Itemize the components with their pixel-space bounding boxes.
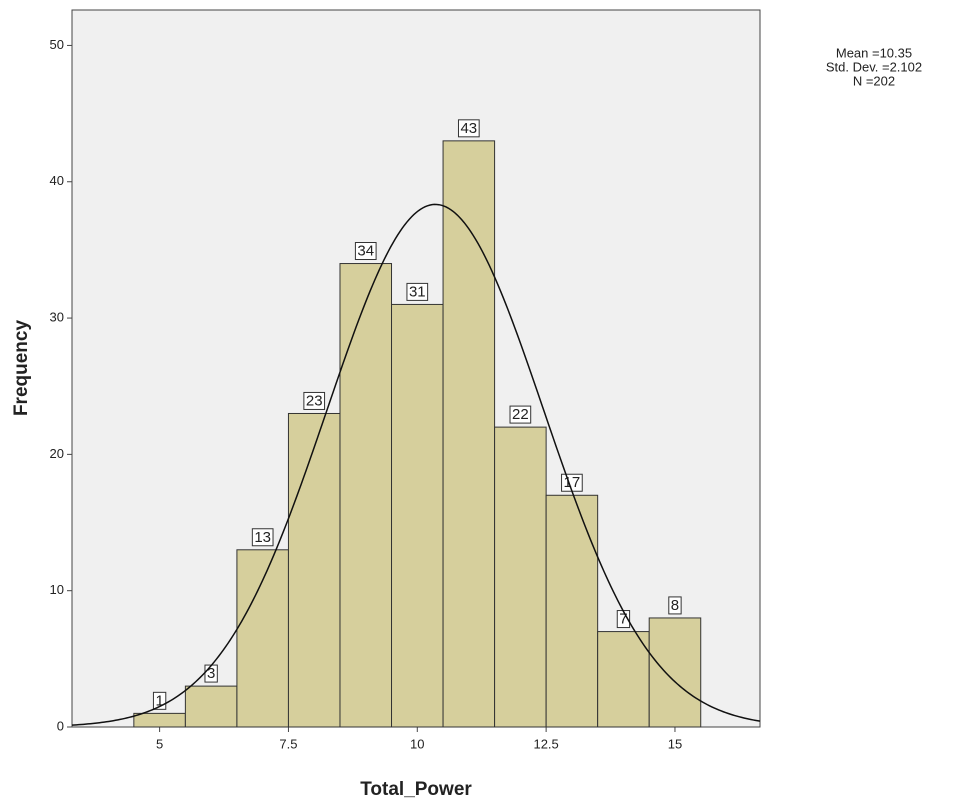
value-label: 22 xyxy=(512,406,529,423)
value-label: 3 xyxy=(207,665,215,682)
bar xyxy=(287,412,341,728)
value-label-box xyxy=(303,391,326,410)
value-label-box xyxy=(354,242,377,261)
x-tick-label: 7.5 xyxy=(279,736,297,751)
y-axis-title: Frequency xyxy=(11,320,32,417)
value-label-box xyxy=(406,282,429,301)
stat-annotation: Std. Dev. =2.102 xyxy=(826,59,922,74)
bar xyxy=(597,631,650,728)
value-label-box xyxy=(668,596,682,615)
x-tick-label: 15 xyxy=(668,736,682,751)
y-tick-label: 50 xyxy=(50,37,64,52)
bar xyxy=(494,426,547,728)
y-tick-label: 10 xyxy=(50,582,64,597)
bar xyxy=(236,549,289,728)
bar xyxy=(545,494,599,728)
value-label: 31 xyxy=(409,283,426,300)
bar xyxy=(133,712,186,728)
x-axis-title: Total_Power xyxy=(360,779,472,800)
y-tick-label: 20 xyxy=(50,446,64,461)
value-label-box xyxy=(251,528,274,547)
x-tick-label: 10 xyxy=(410,736,424,751)
bar xyxy=(339,263,393,728)
stat-annotation: Mean =10.35 xyxy=(836,45,912,60)
value-label-box xyxy=(457,119,480,138)
bar xyxy=(184,685,238,728)
value-label: 34 xyxy=(357,243,374,260)
value-label-box xyxy=(509,405,532,424)
x-tick-label: 12.5 xyxy=(533,736,558,751)
value-label: 7 xyxy=(619,611,627,628)
x-tick-label: 5 xyxy=(156,736,163,751)
bar xyxy=(391,303,444,728)
y-tick-label: 0 xyxy=(57,718,64,733)
value-label: 8 xyxy=(671,597,679,614)
bar xyxy=(442,140,496,728)
bar xyxy=(648,617,702,728)
value-label: 23 xyxy=(306,392,323,409)
stat-annotation: N =202 xyxy=(853,73,895,88)
value-label: 1 xyxy=(155,692,163,709)
value-label: 13 xyxy=(254,529,271,546)
y-tick-label: 30 xyxy=(50,310,64,325)
value-label: 43 xyxy=(460,120,477,137)
normal-curve xyxy=(71,203,761,726)
y-tick-label: 40 xyxy=(50,173,64,188)
